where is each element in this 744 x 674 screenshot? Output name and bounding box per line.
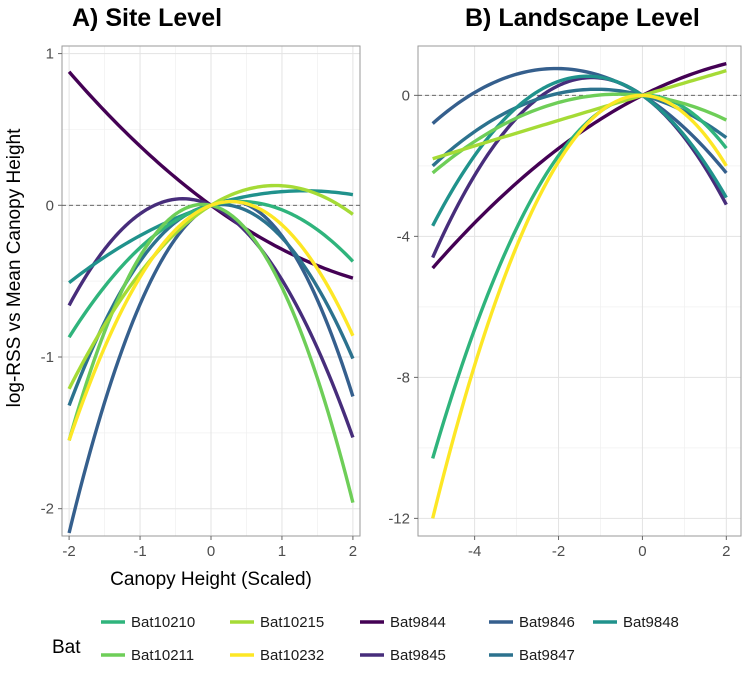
legend-label-bat9847: Bat9847	[519, 647, 575, 664]
x-tick-label: 0	[638, 543, 646, 560]
panel-site-level: A) Site Level -2 -1 0 1 2 -2 -1 0 1 Canopy Heigh…	[41, 4, 361, 590]
y-tick-label: -1	[41, 349, 54, 366]
series-line-bat10210	[431, 93, 728, 459]
panel-title-site-level: A) Site Level	[72, 4, 222, 32]
y-tick-label: 0	[402, 87, 410, 104]
x-tick-label: 0	[207, 543, 215, 560]
series-line-bat10215	[432, 69, 727, 161]
legend-label-bat9844: Bat9844	[390, 614, 446, 631]
x-tick-label: -4	[468, 543, 481, 560]
legend-title: Bat	[52, 637, 81, 658]
x-axis-title: Canopy Height (Scaled)	[110, 569, 312, 590]
series-line-bat10232	[431, 93, 728, 519]
series-line-bat9846	[431, 66, 728, 174]
y-tick-label: 1	[46, 46, 54, 63]
y-tick-label: -4	[397, 228, 410, 245]
legend-label-bat10215: Bat10215	[260, 614, 324, 631]
plot-area-site-level: -2 -1 0 1 2 -2 -1 0 1	[41, 45, 361, 560]
legend-label-bat10210: Bat10210	[131, 614, 195, 631]
x-tick-label: 1	[278, 543, 286, 560]
x-tick-label: 2	[349, 543, 357, 560]
x-tick-label: -2	[62, 543, 75, 560]
y-tick-label: -12	[388, 510, 410, 527]
y-tick-label: -2	[41, 501, 54, 518]
series-line-bat10232	[67, 199, 355, 441]
legend: Bat Bat10210 Bat10215 Bat9844 Bat9846 Bat984…	[52, 614, 679, 664]
panel-border	[417, 45, 742, 537]
x-tick-label: -2	[552, 543, 565, 560]
x-tick-label: 2	[722, 543, 730, 560]
series-line-bat9848	[431, 74, 728, 227]
legend-label-bat9848: Bat9848	[623, 614, 679, 631]
panel-title-landscape-level: B) Landscape Level	[465, 4, 700, 32]
y-tick-label: -8	[397, 369, 410, 386]
plot-area-landscape-level: -4 -2 0 2 -12 -8 -4 0	[388, 45, 742, 560]
x-tick-label: -1	[133, 543, 146, 560]
legend-label-bat10232: Bat10232	[260, 647, 324, 664]
y-tick-label: 0	[46, 197, 54, 214]
legend-label-bat9845: Bat9845	[390, 647, 446, 664]
y-axis-title: log-RSS vs Mean Canopy Height	[4, 128, 25, 408]
panel-landscape-level: B) Landscape Level -4 -2 0 2 -12 -8 -4 0	[388, 4, 742, 560]
legend-label-bat10211: Bat10211	[131, 647, 194, 664]
series-line-bat10211	[431, 92, 728, 175]
legend-label-bat9846: Bat9846	[519, 614, 575, 631]
